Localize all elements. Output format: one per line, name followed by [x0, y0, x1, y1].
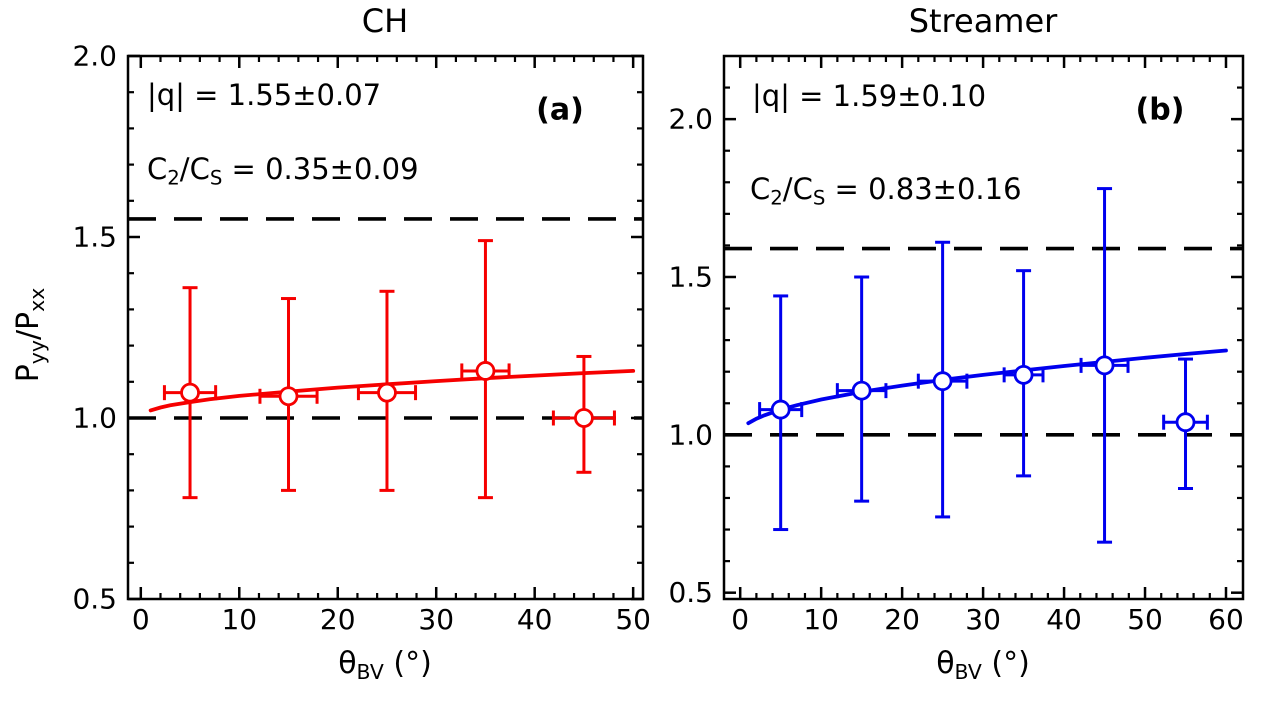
pxx-subscript: xx [24, 287, 49, 312]
axes-frame [722, 54, 1245, 601]
x-axis-label-right: θBV (°) [936, 646, 1030, 684]
c2cs-text: C [750, 172, 771, 206]
fit-curve [148, 369, 636, 413]
left-panel-plot-area: 0 10 20 30 40 50 0.5 1.0 1.5 2.0 [72, 40, 651, 637]
annotation-c2cs-left: C2/CS = 0.35±0.09 [147, 152, 419, 196]
data-point-marker [770, 399, 791, 420]
panel-label-a: (a) [536, 92, 584, 128]
theta-symbol: θ [338, 646, 357, 682]
x-tick-label: 30 [418, 603, 454, 636]
theta-subscript-bv: BV [356, 659, 384, 684]
c2cs-subS: S [209, 166, 223, 190]
panel-title-streamer: Streamer [908, 2, 1058, 40]
x-tick-label: 40 [1046, 603, 1082, 636]
c2cs-text: /C [179, 152, 210, 186]
annotation-q-left: |q| = 1.55±0.07 [147, 78, 382, 112]
data-point-marker [1094, 355, 1115, 376]
x-tick-label: 40 [517, 603, 553, 636]
pyy-subscript: yy [24, 340, 49, 365]
x-tick-label: 0 [132, 603, 150, 636]
fit-curve [746, 348, 1228, 426]
data-point-marker [574, 408, 594, 428]
right-panel-plot-area: 0 10 20 30 40 50 60 0.5 1.0 1.5 2.0 [668, 54, 1245, 636]
y-tick-label: 0.5 [668, 576, 713, 609]
data-point-marker [180, 382, 200, 403]
x-tick-label: 0 [731, 603, 749, 636]
y-tick-label: 1.0 [668, 418, 713, 451]
degrees-unit: (°) [383, 646, 432, 682]
annotation-q-right: |q| = 1.59±0.10 [752, 79, 987, 113]
y-tick-label: 0.5 [72, 583, 117, 616]
x-tick-label: 50 [615, 603, 651, 636]
c2cs-sub2: 2 [167, 166, 180, 190]
data-point-marker [1013, 364, 1034, 385]
data-point-marker [851, 380, 872, 401]
x-tick-label: 60 [1208, 603, 1244, 636]
annotation-c2cs-right: C2/CS = 0.83±0.16 [750, 172, 1022, 216]
c2cs-sub2: 2 [770, 186, 783, 210]
x-tick-label: 30 [965, 603, 1001, 636]
x-tick-label: 20 [320, 603, 356, 636]
y-axis-label: Pyy/Pxx [11, 288, 49, 383]
y-tick-label: 2.0 [668, 103, 713, 136]
theta-symbol: θ [936, 646, 955, 682]
x-tick-label: 20 [884, 603, 920, 636]
c2cs-text: C [147, 152, 168, 186]
pxx-symbol: /P [11, 311, 47, 341]
x-tick-label: 50 [1127, 603, 1163, 636]
axes-frame [126, 54, 645, 601]
x-axis-label-left: θBV (°) [338, 646, 432, 684]
y-tick-label: 2.0 [72, 40, 117, 73]
data-point-marker [932, 371, 953, 392]
theta-subscript-bv: BV [954, 659, 982, 684]
y-tick-label: 1.5 [668, 260, 713, 293]
degrees-unit: (°) [981, 646, 1030, 682]
panel-label-b: (b) [1135, 92, 1185, 128]
data-point-marker [475, 361, 496, 381]
x-tick-label: 10 [803, 603, 839, 636]
y-tick-label: 1.0 [72, 402, 117, 435]
data-point-marker [1175, 412, 1196, 433]
x-tick-label: 10 [221, 603, 257, 636]
y-tick-label: 1.5 [72, 221, 117, 254]
c2cs-text: /C [782, 172, 813, 206]
c2cs-value: = 0.83±0.16 [825, 172, 1022, 206]
panel-title-ch: CH [361, 2, 409, 40]
data-point-marker [377, 382, 397, 403]
data-point-marker [278, 386, 299, 407]
pyy-symbol: P [11, 364, 47, 383]
c2cs-subS: S [812, 186, 826, 210]
c2cs-value: = 0.35±0.09 [222, 152, 419, 186]
